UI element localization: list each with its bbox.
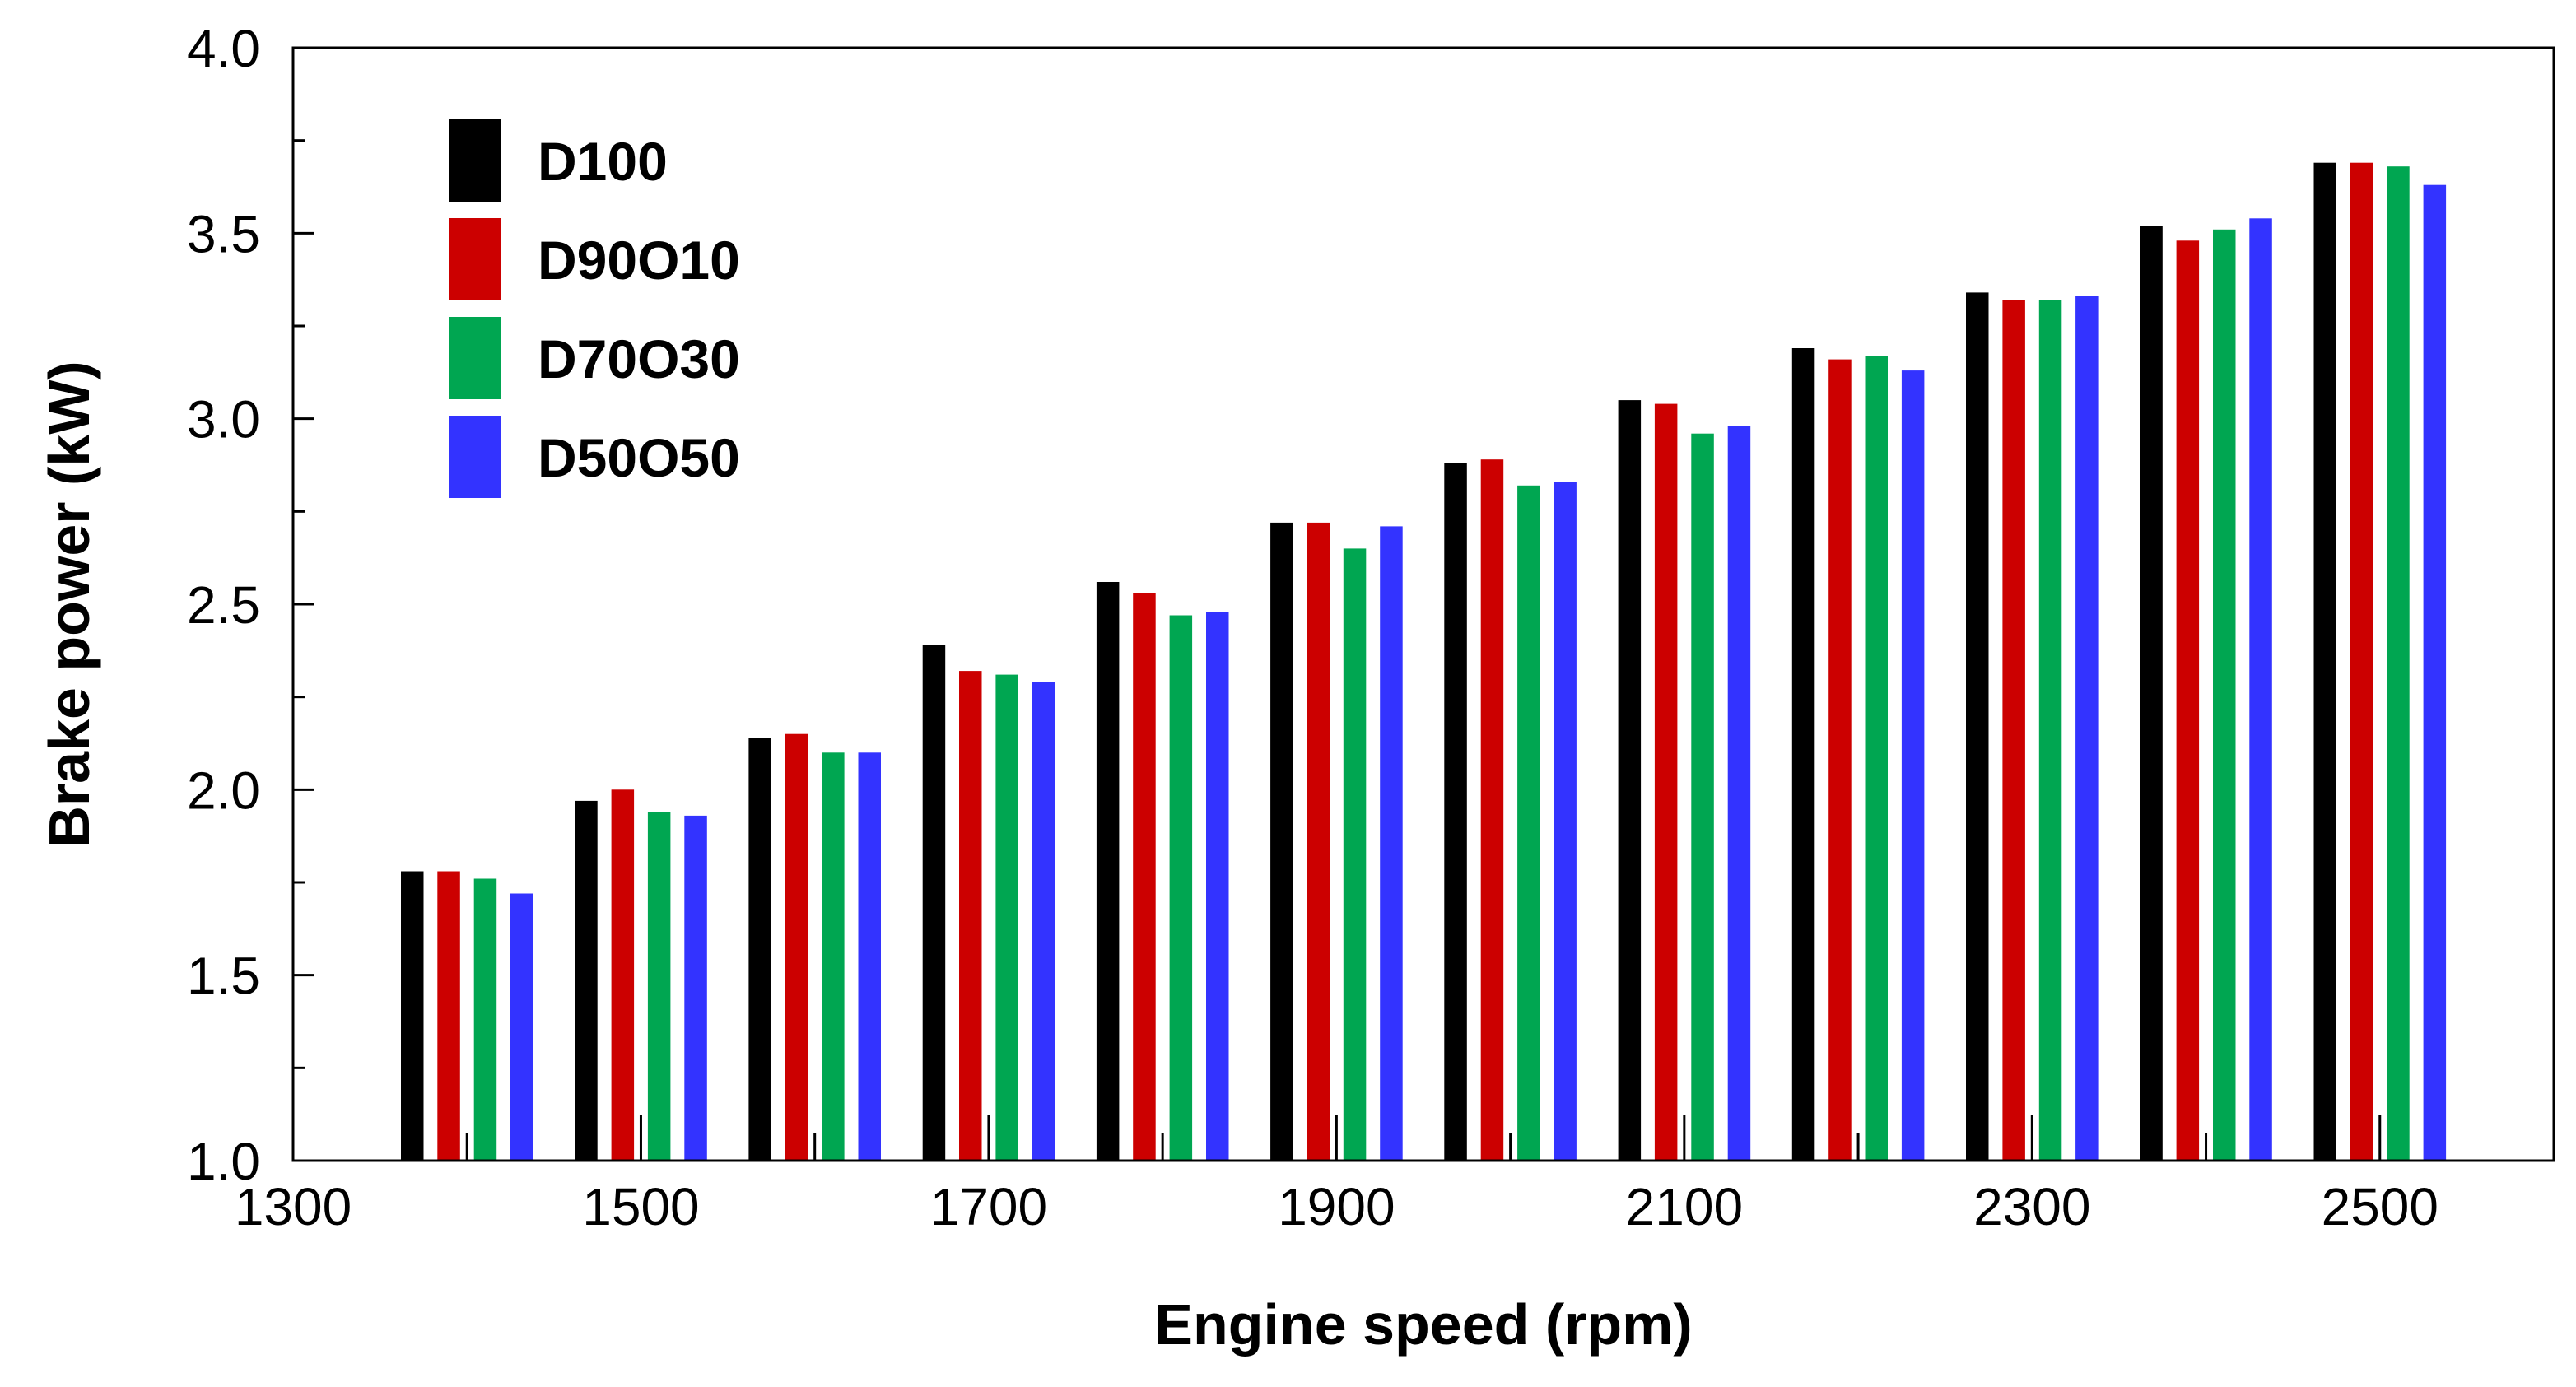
bar-d50o50-1700 <box>1032 682 1055 1161</box>
bar-d90o10-2100 <box>1654 403 1678 1161</box>
bar-d100-1700 <box>922 645 946 1161</box>
bar-d100-2200 <box>1791 348 1815 1161</box>
bar-d90o10-1400 <box>437 871 460 1161</box>
bar-d50o50-2300 <box>2075 296 2099 1161</box>
bar-d70o30-2200 <box>1865 356 1888 1161</box>
bar-d70o30-2100 <box>1691 433 1714 1161</box>
bar-d100-1500 <box>575 800 598 1161</box>
x-axis-title: Engine speed (rpm) <box>1154 1292 1692 1357</box>
x-tick-label: 1900 <box>1278 1177 1395 1236</box>
bar-d90o10-1600 <box>785 733 808 1161</box>
bar-d70o30-1900 <box>1343 548 1367 1161</box>
bar-d50o50-1900 <box>1380 526 1403 1161</box>
legend-swatch-d90o10 <box>449 218 501 300</box>
bar-d100-2500 <box>2313 162 2336 1161</box>
bar-d90o10-2000 <box>1480 459 1504 1161</box>
bar-d100-2400 <box>2140 226 2163 1161</box>
y-tick-label: 1.0 <box>187 1132 260 1191</box>
bar-d50o50-1800 <box>1206 612 1229 1161</box>
x-axis: 1300 1500 1700 1900 2100 2300 2500 <box>235 1115 2439 1236</box>
y-axis: 1.0 1.5 2.0 2.5 3.0 3.5 4.0 <box>187 19 314 1191</box>
bar-d100-1400 <box>401 871 424 1161</box>
bar-d70o30-1400 <box>473 878 497 1161</box>
bar-d50o50-2000 <box>1554 482 1577 1161</box>
bar-d90o10-1900 <box>1307 522 1330 1161</box>
bar-d90o10-2300 <box>2002 300 2025 1161</box>
bar-d90o10-1700 <box>959 671 982 1161</box>
y-tick-label: 2.5 <box>187 575 260 635</box>
bar-d70o30-2500 <box>2387 166 2410 1161</box>
bar-d100-1800 <box>1096 582 1120 1161</box>
y-axis-title: Brake power (kW) <box>37 361 101 847</box>
x-tick-label: 1300 <box>235 1177 352 1236</box>
bar-d70o30-1800 <box>1169 615 1193 1161</box>
bar-d70o30-1700 <box>995 674 1018 1161</box>
legend: D100 D90O10 D70O30 D50O50 <box>449 119 740 498</box>
bar-d100-2300 <box>1966 292 1989 1161</box>
x-tick-label: 1700 <box>930 1177 1047 1236</box>
bar-d100-2100 <box>1618 400 1642 1161</box>
bar-d90o10-1800 <box>1133 593 1156 1161</box>
legend-swatch-d100 <box>449 119 501 202</box>
bar-d70o30-2400 <box>2213 229 2236 1161</box>
bar-d50o50-2100 <box>1727 426 1751 1161</box>
x-tick-label: 1500 <box>582 1177 699 1236</box>
bars-layer <box>401 162 2447 1161</box>
legend-label-d50o50: D50O50 <box>538 427 740 488</box>
x-tick-label: 2500 <box>2322 1177 2439 1236</box>
bar-d70o30-2300 <box>2038 300 2062 1161</box>
bar-d50o50-1600 <box>858 752 881 1161</box>
y-tick-label: 1.5 <box>187 947 260 1006</box>
bar-d70o30-2000 <box>1517 485 1540 1161</box>
bar-d90o10-2200 <box>1828 359 1852 1161</box>
bar-d50o50-1500 <box>684 815 707 1161</box>
bar-d50o50-2200 <box>1901 370 1925 1161</box>
bar-d100-1600 <box>748 738 771 1161</box>
bar-d90o10-2400 <box>2176 240 2200 1161</box>
y-tick-label: 3.5 <box>187 204 260 263</box>
bar-d50o50-2400 <box>2249 218 2272 1161</box>
y-tick-label: 2.0 <box>187 761 260 820</box>
legend-label-d70o30: D70O30 <box>538 328 740 389</box>
bar-d90o10-1500 <box>611 789 635 1161</box>
bar-d90o10-2500 <box>2350 162 2373 1161</box>
bar-d50o50-1400 <box>510 893 533 1161</box>
bar-d100-2000 <box>1444 463 1467 1161</box>
bar-d70o30-1500 <box>647 812 671 1161</box>
y-tick-label: 3.0 <box>187 390 260 449</box>
bar-d100-1900 <box>1270 522 1293 1161</box>
legend-swatch-d70o30 <box>449 317 501 399</box>
bar-d70o30-1600 <box>822 752 845 1161</box>
y-tick-label: 4.0 <box>187 19 260 78</box>
legend-label-d90o10: D90O10 <box>538 230 740 291</box>
bar-d50o50-2500 <box>2423 184 2447 1161</box>
x-tick-label: 2300 <box>1973 1177 2090 1236</box>
legend-label-d100: D100 <box>538 131 668 192</box>
x-tick-label: 2100 <box>1626 1177 1743 1236</box>
legend-swatch-d50o50 <box>449 416 501 498</box>
